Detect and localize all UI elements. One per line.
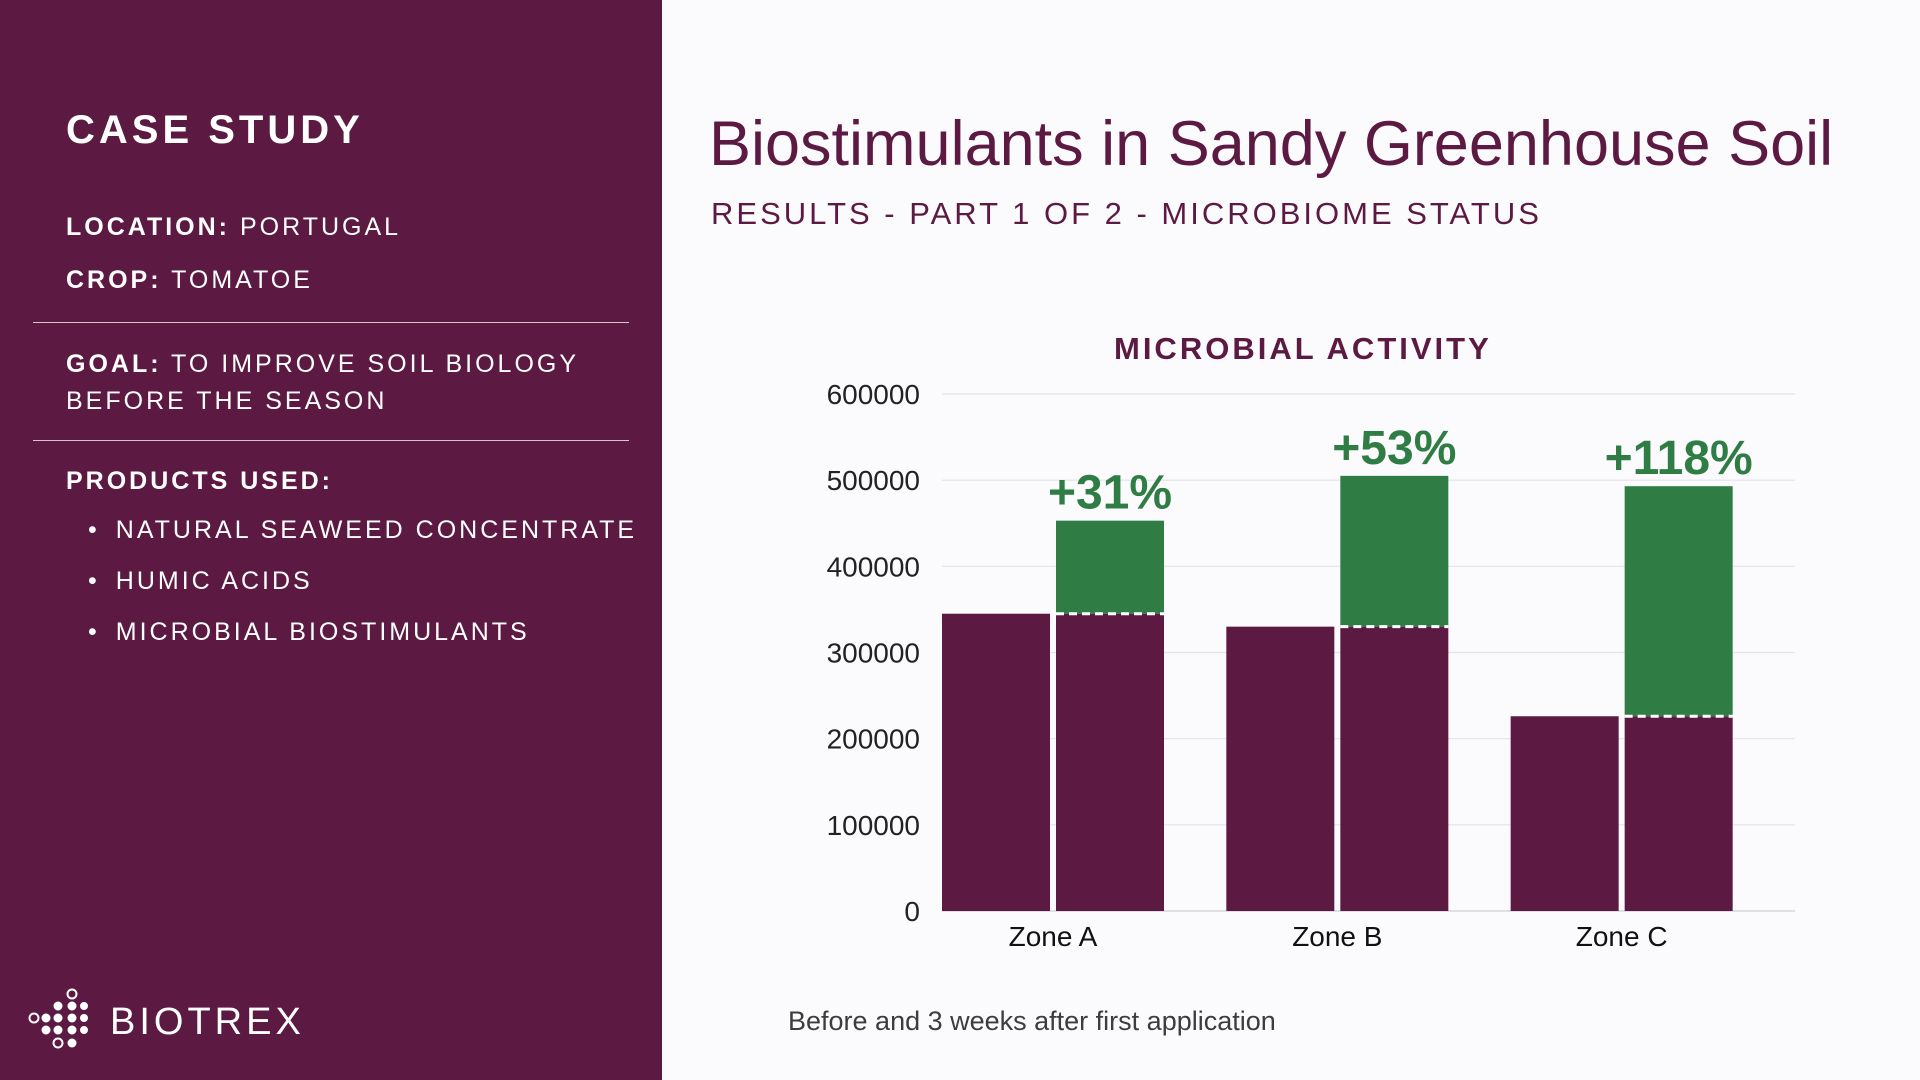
y-tick-label: 500000 bbox=[827, 465, 920, 496]
increase-label: +31% bbox=[1048, 467, 1172, 520]
goal-block: GOAL: TO IMPROVE SOIL BIOLOGY BEFORE THE… bbox=[66, 346, 626, 420]
products-heading: PRODUCTS USED: bbox=[66, 467, 334, 495]
product-item: MICROBIAL BIOSTIMULANTS bbox=[88, 614, 637, 665]
chart-title: MICROBIAL ACTIVITY bbox=[1114, 331, 1492, 366]
bar-after-base bbox=[1056, 613, 1164, 911]
y-tick-label: 400000 bbox=[827, 551, 920, 582]
location-label: LOCATION: bbox=[66, 213, 231, 241]
crop-value: TOMATOE bbox=[171, 266, 313, 294]
y-tick-label: 100000 bbox=[827, 810, 920, 841]
crop-line: CROP: TOMATOE bbox=[66, 266, 313, 295]
goal-value: TO IMPROVE SOIL BIOLOGY BEFORE THE SEASO… bbox=[66, 350, 579, 415]
y-tick-label: 0 bbox=[904, 896, 920, 927]
goal-label: GOAL: bbox=[66, 350, 162, 378]
x-category-label: Zone B bbox=[1292, 921, 1382, 952]
case-study-title: CASE STUDY bbox=[66, 108, 364, 152]
chart-caption: Before and 3 weeks after first applicati… bbox=[788, 1006, 1276, 1036]
y-tick-label: 600000 bbox=[827, 379, 920, 410]
increase-label: +118% bbox=[1605, 432, 1753, 485]
product-item: HUMIC ACIDS bbox=[88, 563, 637, 614]
bar-before bbox=[1226, 626, 1335, 911]
page-subtitle: RESULTS - PART 1 OF 2 - MICROBIOME STATU… bbox=[711, 196, 1542, 231]
logo-dots-icon bbox=[28, 988, 88, 1049]
y-tick-label: 200000 bbox=[827, 724, 920, 755]
product-list: NATURAL SEAWEED CONCENTRATE HUMIC ACIDS … bbox=[88, 512, 637, 665]
bar-before bbox=[942, 613, 1050, 911]
x-category-label: Zone A bbox=[1009, 921, 1098, 952]
logo-text: BIOTREX bbox=[110, 1000, 305, 1043]
location-value: PORTUGAL bbox=[239, 213, 402, 241]
bar-after-base bbox=[1340, 626, 1449, 911]
increase-label: +53% bbox=[1332, 422, 1456, 475]
crop-label: CROP: bbox=[66, 266, 162, 294]
sidebar: CASE STUDY LOCATION: PORTUGAL CROP: TOMA… bbox=[0, 0, 662, 1080]
bar-after-increase bbox=[1340, 475, 1449, 627]
divider bbox=[33, 440, 629, 441]
bar-before bbox=[1510, 716, 1619, 911]
y-tick-label: 300000 bbox=[827, 638, 920, 669]
x-category-label: Zone C bbox=[1576, 921, 1668, 952]
product-item: NATURAL SEAWEED CONCENTRATE bbox=[88, 512, 637, 563]
bar-after-increase bbox=[1624, 486, 1733, 717]
page-title: Biostimulants in Sandy Greenhouse Soil bbox=[709, 109, 1834, 179]
bar-after-increase bbox=[1056, 520, 1164, 614]
brand-logo: BIOTREX bbox=[28, 988, 305, 1056]
location-line: LOCATION: PORTUGAL bbox=[66, 213, 401, 242]
divider bbox=[33, 322, 629, 323]
bar-after-base bbox=[1624, 716, 1733, 911]
